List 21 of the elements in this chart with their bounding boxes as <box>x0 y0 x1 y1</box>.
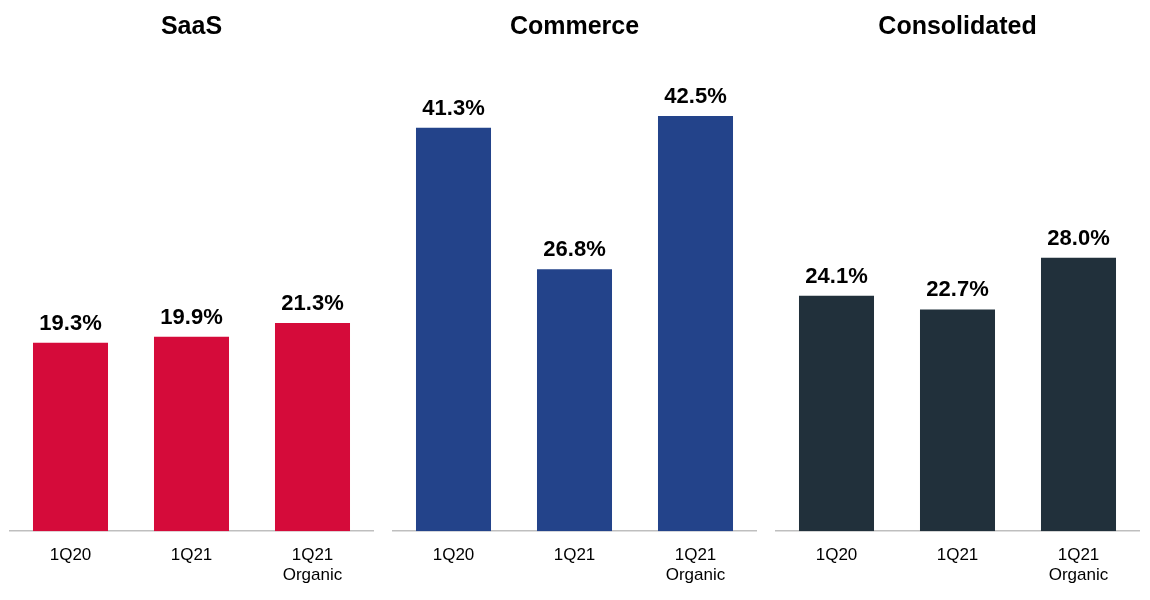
x-tick-label: 1Q20 <box>49 545 92 565</box>
data-label: 19.3% <box>39 309 102 335</box>
x-tick-label: 1Q21 Organic <box>665 545 726 585</box>
x-tick-label: 1Q21 <box>170 545 213 565</box>
data-label: 26.8% <box>543 236 606 262</box>
data-label: 21.3% <box>281 290 344 316</box>
x-tick-label: 1Q21 Organic <box>282 545 343 585</box>
data-label: 41.3% <box>422 94 485 120</box>
data-label: 28.0% <box>1047 224 1110 250</box>
data-label: 22.7% <box>926 276 989 302</box>
x-tick-label: 1Q20 <box>815 545 858 565</box>
data-label: 42.5% <box>664 83 727 109</box>
x-tick-label: 1Q21 <box>936 545 979 565</box>
x-tick-label: 1Q21 <box>553 545 596 565</box>
data-label: 19.9% <box>160 303 223 329</box>
chart-title: SaaS <box>160 10 223 39</box>
chart-title: Consolidated <box>878 10 1037 39</box>
data-label: 24.1% <box>805 262 868 288</box>
chart-title: Commerce <box>509 10 640 39</box>
x-tick-label: 1Q20 <box>432 545 475 565</box>
x-tick-label: 1Q21 Organic <box>1048 545 1109 585</box>
